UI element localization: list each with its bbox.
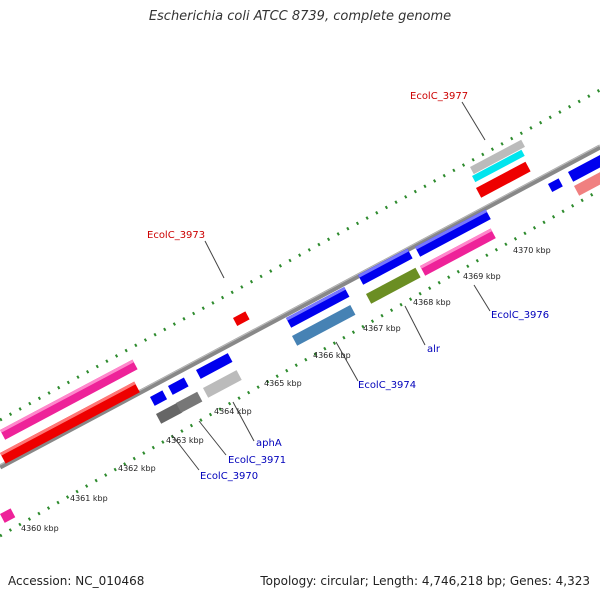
accession-text: Accession: NC_010468 <box>8 574 145 588</box>
feature-red-upper[interactable] <box>476 161 531 198</box>
gene-label-EcolC_3971[interactable]: EcolC_3971 <box>228 455 286 466</box>
leader-EcolC_3974 <box>335 341 359 382</box>
tick-label-4369: 4369 kbp <box>463 272 501 281</box>
gene-label-EcolC_3974[interactable]: EcolC_3974 <box>358 380 416 391</box>
leader-EcolC_3970 <box>171 434 200 471</box>
feature-blue-small-2[interactable] <box>168 377 189 395</box>
tick-label-4368: 4368 kbp <box>413 298 451 307</box>
feature-grey-EcolC_3977[interactable] <box>470 139 525 175</box>
dotted-track-inner <box>0 188 600 538</box>
feature-blue-mid-1[interactable] <box>286 287 350 328</box>
gene-labels: EcolC_3977 EcolC_3973 EcolC_3976 alr Eco… <box>147 91 549 482</box>
leader-EcolC_3977 <box>461 101 486 141</box>
dotted-track-outer <box>0 88 600 422</box>
feature-darkgrey-EcolC_3971[interactable] <box>176 391 203 413</box>
gene-label-EcolC_3973[interactable]: EcolC_3973 <box>147 230 205 241</box>
tick-label-4363: 4363 kbp <box>166 436 204 445</box>
gene-label-alr[interactable]: alr <box>427 344 441 355</box>
gene-label-EcolC_3976[interactable]: EcolC_3976 <box>491 310 549 321</box>
gene-label-EcolC_3977[interactable]: EcolC_3977 <box>410 91 468 102</box>
reverse-features <box>0 228 496 523</box>
feature-magenta-EcolC_3976[interactable] <box>420 228 496 276</box>
feature-blue-edge-2[interactable] <box>568 153 600 182</box>
tick-label-4360: 4360 kbp <box>21 524 59 533</box>
leader-aphA <box>232 401 255 442</box>
feature-salmon-edge[interactable] <box>574 167 600 196</box>
feature-blue-edge-1[interactable] <box>548 178 563 192</box>
leader-EcolC_3976 <box>473 284 491 312</box>
genome-summary-text: Topology: circular; Length: 4,746,218 bp… <box>260 574 590 588</box>
feature-blue-mid-2[interactable] <box>358 248 413 285</box>
leader-EcolC_3973 <box>204 240 225 279</box>
tick-label-4361: 4361 kbp <box>70 494 108 503</box>
gene-label-EcolC_3970[interactable]: EcolC_3970 <box>200 471 258 482</box>
forward-features <box>0 139 600 464</box>
feature-magenta-large[interactable] <box>0 359 138 440</box>
tick-label-4367: 4367 kbp <box>363 324 401 333</box>
leader-alr <box>404 305 426 346</box>
leader-lines <box>171 101 491 471</box>
tick-label-4364: 4364 kbp <box>214 407 252 416</box>
backbone-line <box>0 144 600 470</box>
tick-label-4370: 4370 kbp <box>513 246 551 255</box>
feature-grey-aphA[interactable] <box>203 370 242 398</box>
scale-tick-labels: 4360 kbp 4361 kbp 4362 kbp 4363 kbp 4364… <box>21 246 551 533</box>
feature-red-small-EcolC_3973[interactable] <box>233 311 250 326</box>
feature-red-large[interactable] <box>0 381 140 464</box>
gene-label-aphA[interactable]: aphA <box>256 438 282 449</box>
dotted-guide-tracks <box>0 88 600 538</box>
feature-blue-small-3[interactable] <box>196 353 233 379</box>
feature-blue-small-1[interactable] <box>150 390 168 406</box>
leader-EcolC_3971 <box>198 420 227 456</box>
tick-label-4365: 4365 kbp <box>264 379 302 388</box>
feature-steelblue-EcolC_3974[interactable] <box>292 305 356 346</box>
feature-blue-mid-3[interactable] <box>415 209 491 257</box>
feature-darkgrey-EcolC_3970[interactable] <box>156 402 183 424</box>
tick-label-4366: 4366 kbp <box>313 351 351 360</box>
feature-olive-alr[interactable] <box>366 267 421 304</box>
feature-cyan[interactable] <box>472 149 525 183</box>
map-title: Escherichia coli ATCC 8739, complete gen… <box>148 9 452 24</box>
tick-label-4362: 4362 kbp <box>118 464 156 473</box>
feature-magenta-bottom-edge[interactable] <box>0 508 16 523</box>
